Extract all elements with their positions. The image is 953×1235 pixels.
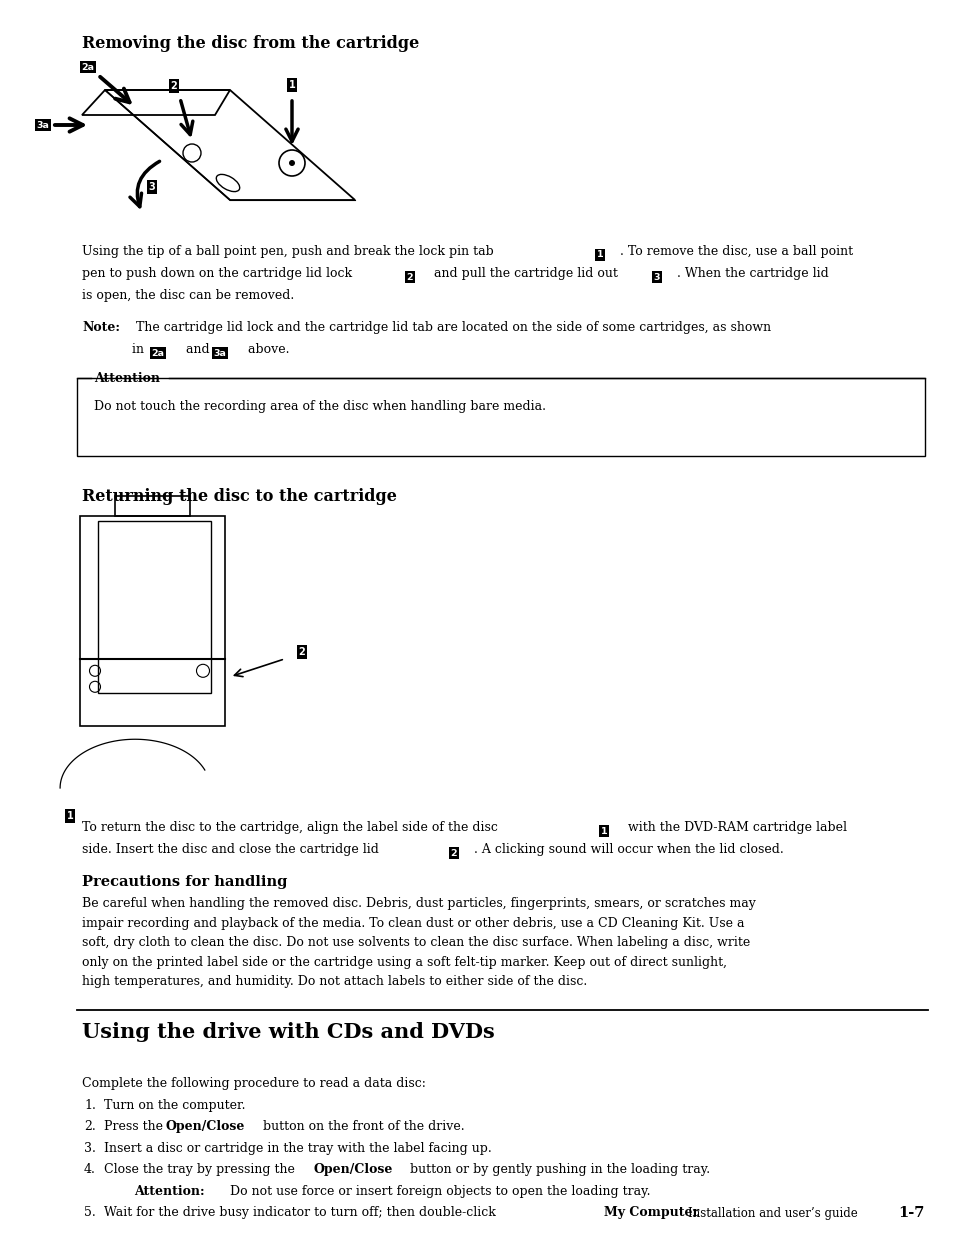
Text: Precautions for handling: Precautions for handling [82, 876, 287, 889]
Circle shape [289, 161, 294, 165]
Text: 2: 2 [406, 273, 413, 282]
Text: . When the cartridge lid: . When the cartridge lid [677, 267, 828, 280]
Text: Be careful when handling the removed disc. Debris, dust particles, fingerprints,: Be careful when handling the removed dis… [82, 897, 755, 910]
Bar [98, 521, 211, 693]
Text: soft, dry cloth to clean the disc. Do not use solvents to clean the disc surface: soft, dry cloth to clean the disc. Do no… [82, 936, 749, 948]
Text: Complete the following procedure to read a data disc:: Complete the following procedure to read… [82, 1077, 425, 1089]
Text: Removing the disc from the cartridge: Removing the disc from the cartridge [82, 35, 418, 52]
Text: Note:: Note: [82, 321, 120, 333]
Text: 3.: 3. [84, 1141, 95, 1155]
Text: Attention:: Attention: [133, 1184, 204, 1198]
Text: Wait for the drive busy indicator to turn off; then double-click: Wait for the drive busy indicator to tur… [104, 1207, 499, 1219]
Text: and pull the cartridge lid out: and pull the cartridge lid out [430, 267, 621, 280]
Text: . A clicking sound will occur when the lid closed.: . A clicking sound will occur when the l… [474, 844, 783, 856]
Text: 3a: 3a [36, 121, 50, 130]
Text: with the DVD-RAM cartridge label: with the DVD-RAM cartridge label [623, 821, 846, 834]
Text: 1: 1 [67, 811, 73, 821]
Text: above.: above. [244, 343, 289, 356]
Text: Using the tip of a ball point pen, push and break the lock pin tab: Using the tip of a ball point pen, push … [82, 245, 497, 258]
Text: Close the tray by pressing the: Close the tray by pressing the [104, 1163, 298, 1176]
Text: My Computer: My Computer [603, 1207, 699, 1219]
Text: 3: 3 [653, 273, 659, 282]
Text: Attention: Attention [94, 372, 160, 384]
Text: 3: 3 [149, 182, 155, 191]
Text: 3a: 3a [213, 348, 226, 357]
Text: 1: 1 [596, 251, 602, 259]
Text: 5.: 5. [84, 1207, 95, 1219]
Text: To return the disc to the cartridge, align the label side of the disc: To return the disc to the cartridge, ali… [82, 821, 501, 834]
Text: high temperatures, and humidity. Do not attach labels to either side of the disc: high temperatures, and humidity. Do not … [82, 974, 587, 988]
Text: Insert a disc or cartridge in the tray with the label facing up.: Insert a disc or cartridge in the tray w… [104, 1141, 491, 1155]
Text: 2a: 2a [152, 348, 164, 357]
Text: in: in [132, 343, 148, 356]
Text: Open/Close: Open/Close [314, 1163, 393, 1176]
Text: 1: 1 [289, 80, 295, 90]
Text: side. Insert the disc and close the cartridge lid: side. Insert the disc and close the cart… [82, 844, 382, 856]
Bar [77, 378, 924, 456]
Text: pen to push down on the cartridge lid lock: pen to push down on the cartridge lid lo… [82, 267, 355, 280]
Text: button or by gently pushing in the loading tray.: button or by gently pushing in the loadi… [406, 1163, 709, 1176]
Text: 2: 2 [171, 82, 177, 91]
Text: 2: 2 [298, 647, 305, 657]
Text: button on the front of the drive.: button on the front of the drive. [258, 1120, 464, 1132]
Text: The cartridge lid lock and the cartridge lid tab are located on the side of some: The cartridge lid lock and the cartridge… [132, 321, 770, 333]
Text: 2.: 2. [84, 1120, 95, 1132]
Text: impair recording and playback of the media. To clean dust or other debris, use a: impair recording and playback of the med… [82, 916, 743, 930]
Text: 1: 1 [600, 826, 607, 836]
Text: 4.: 4. [84, 1163, 95, 1176]
Text: Turn on the computer.: Turn on the computer. [104, 1098, 245, 1112]
Text: Using the drive with CDs and DVDs: Using the drive with CDs and DVDs [82, 1021, 495, 1041]
Text: and: and [182, 343, 213, 356]
Bar [115, 496, 190, 516]
Text: 1-7: 1-7 [898, 1207, 924, 1220]
Text: Press the: Press the [104, 1120, 167, 1132]
Text: only on the printed label side or the cartridge using a soft felt-tip marker. Ke: only on the printed label side or the ca… [82, 956, 726, 968]
Text: 2: 2 [450, 848, 456, 857]
Text: 1.: 1. [84, 1098, 95, 1112]
Text: . To remove the disc, use a ball point: . To remove the disc, use a ball point [619, 245, 852, 258]
Text: Do not touch the recording area of the disc when handling bare media.: Do not touch the recording area of the d… [94, 400, 545, 412]
Text: 2a: 2a [81, 63, 94, 72]
Text: Do not use force or insert foreign objects to open the loading tray.: Do not use force or insert foreign objec… [222, 1184, 650, 1198]
Text: is open, the disc can be removed.: is open, the disc can be removed. [82, 289, 294, 303]
Bar [80, 516, 225, 726]
Text: .: . [696, 1207, 700, 1219]
Text: Open/Close: Open/Close [166, 1120, 245, 1132]
Text: Installation and user’s guide: Installation and user’s guide [687, 1207, 857, 1219]
Text: Returning the disc to the cartridge: Returning the disc to the cartridge [82, 488, 396, 505]
